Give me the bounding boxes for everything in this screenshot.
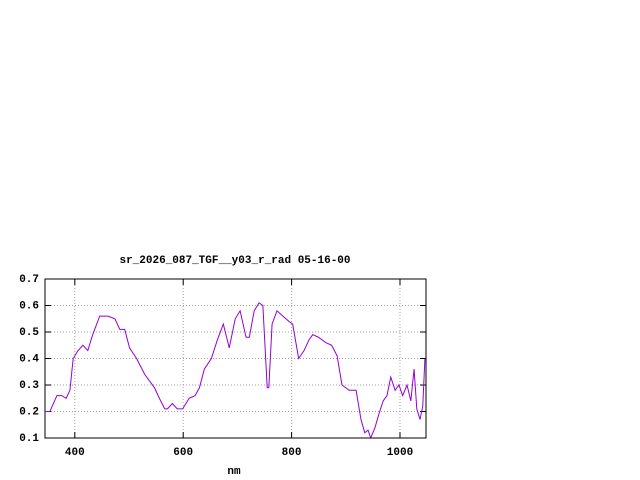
x-tick-label: 1000: [387, 447, 413, 459]
y-tick-label: 0.2: [19, 406, 39, 418]
y-tick-label: 0.3: [19, 380, 39, 392]
plot-border: [44, 278, 427, 439]
y-tick-label: 0.1: [19, 433, 39, 445]
y-tick-label: 0.7: [19, 274, 39, 286]
x-tick-label: 800: [282, 447, 302, 459]
y-tick-label: 0.5: [19, 327, 39, 339]
x-tick-label: 600: [173, 447, 193, 459]
y-tick-label: 0.6: [19, 300, 39, 312]
y-tick-label: 0.4: [19, 353, 39, 365]
x-axis-label: nm: [227, 466, 241, 478]
x-tick-label: 400: [65, 447, 85, 459]
chart-title: sr_2026_087_TGF__y03_r_rad 05-16-00: [119, 255, 350, 267]
data-line: [45, 302, 426, 440]
